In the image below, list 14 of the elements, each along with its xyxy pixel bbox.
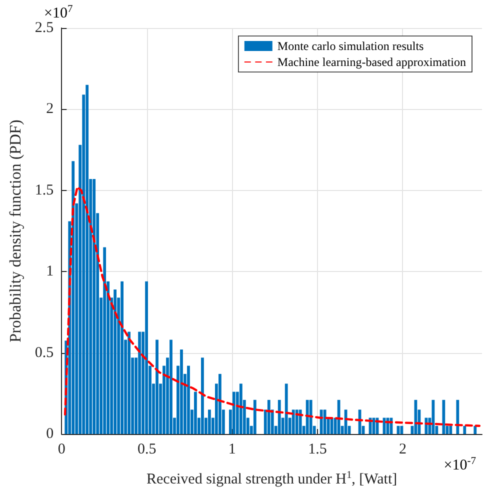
x-tick-label: 1 [228, 442, 236, 458]
y-tick-label: 0 [46, 426, 54, 442]
legend-label: Monte carlo simulation results [277, 39, 424, 53]
x-tick-label: 2 [398, 442, 406, 458]
y-tick-label: 1 [46, 264, 54, 280]
legend-label: Machine learning-based approximation [277, 55, 466, 69]
y-tick-label: 0.5 [34, 344, 54, 361]
x-tick-label: 0.5 [138, 442, 156, 458]
y-tick-label: 1.5 [34, 182, 54, 198]
x-tick-label: 1.5 [308, 442, 327, 458]
y-tick-label: 2 [46, 101, 54, 118]
y-axis-title: Probability density function (PDF) [8, 120, 24, 342]
x-tick-label: 0 [58, 442, 66, 458]
y-tick-label: 2.5 [34, 20, 54, 36]
